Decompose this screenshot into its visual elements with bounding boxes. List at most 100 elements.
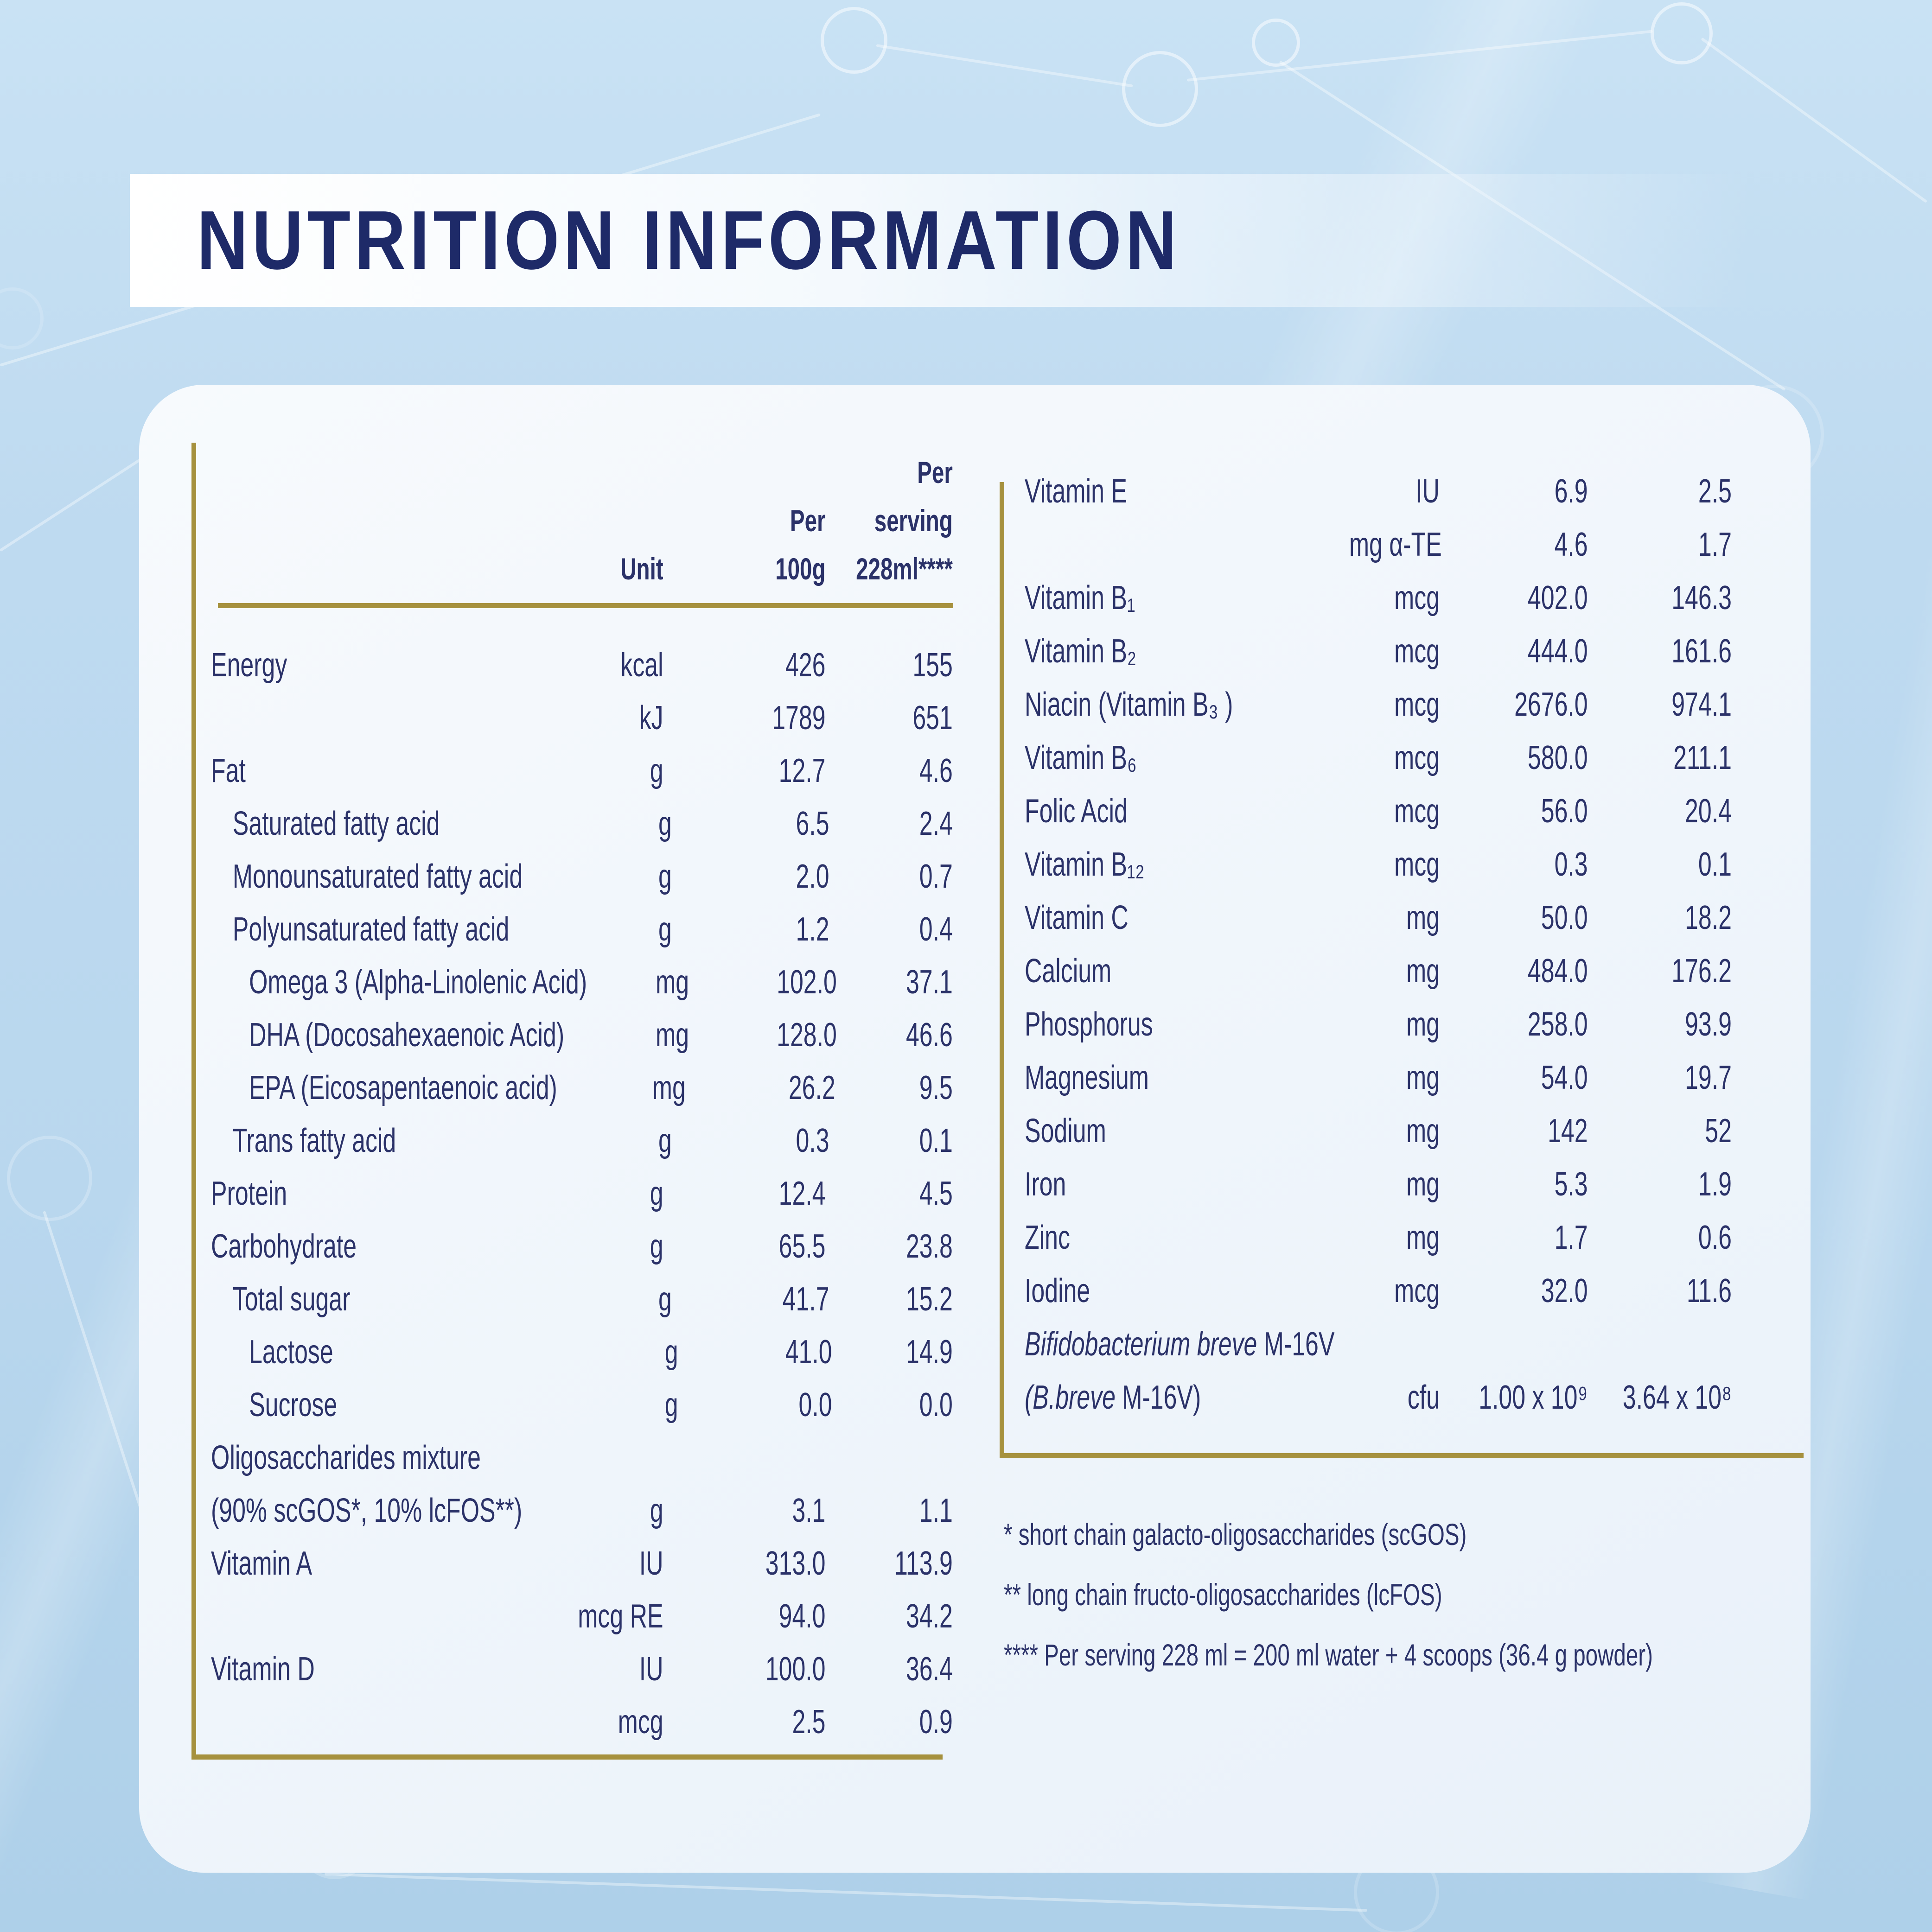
row-value-per-serving: 0.7 [919,858,953,895]
row-value-per-100g: 2676.0 [1514,686,1588,723]
row-label: Phosphorus [1025,1006,1153,1043]
row-value-per-100g: 313.0 [765,1545,826,1582]
table-row: Vitamin B₆ mcg 580.0 211.1 [1025,731,1732,785]
row-value-per-serving: 176.2 [1671,953,1732,990]
row-value-per-100g: 142 [1548,1112,1588,1150]
table-row: Trans fatty acid g 0.3 0.1 [211,1114,953,1167]
row-label: Energy [211,647,287,684]
table-row: Sodium mg 142 52 [1025,1105,1732,1158]
row-label: Omega 3 (Alpha-Linolenic Acid) [249,964,587,1001]
row-label: EPA (Eicosapentaenoic acid) [249,1069,557,1106]
table-row: Zinc mg 1.7 0.6 [1025,1211,1732,1265]
row-value-per-100g: 94.0 [778,1598,826,1635]
row-value-per-100g [1440,1318,1588,1371]
table-row: Vitamin E IU 6.9 2.5 [1025,465,1732,518]
row-value-per-100g: 65.5 [778,1228,826,1265]
table-row: Omega 3 (Alpha-Linolenic Acid) mg 102.0 37.… [211,956,953,1009]
table-row: Vitamin D IU 100.0 36.4 [211,1643,953,1696]
footnote-scgos: * short chain galacto-oligosaccharides (… [1004,1517,1467,1551]
row-label: Lactose [249,1334,333,1371]
row-label: Zinc [1025,1219,1070,1256]
footnotes: * short chain galacto-oligosaccharides (… [1004,1504,1653,1685]
table-row: EPA (Eicosapentaenoic acid) mg 26.2 9.5 [211,1061,953,1114]
row-label: (90% scGOS*, 10% lcFOS**) [211,1492,523,1529]
row-unit: g [650,752,663,789]
row-value-per-100g: 0.0 [798,1386,832,1424]
table-row: Magnesium mg 54.0 19.7 [1025,1051,1732,1105]
row-value-per-serving: 34.2 [905,1598,953,1635]
table-row: Protein g 12.4 4.5 [211,1167,953,1220]
footnote-per-serving: **** Per serving 228 ml = 200 ml water +… [1004,1638,1653,1672]
row-label: Magnesium [1025,1059,1149,1096]
row-value-per-serving: 36.4 [905,1651,953,1688]
table-row: mcg RE 94.0 34.2 [211,1590,953,1643]
row-unit: mg [656,1017,689,1054]
table-row: DHA (Docosahexaenoic Acid) mg 128.0 46.6 [211,1009,953,1061]
row-value-per-serving: 52 [1705,1112,1732,1150]
row-label: Niacin (Vitamin B₃ ) [1025,686,1233,723]
row-value-per-100g: 2.0 [796,858,829,895]
row-value-per-serving: 2.5 [1698,473,1732,510]
row-label-italic: Bifidobacterium breve [1025,1326,1257,1363]
row-value-per-100g: 1.00 x 10⁹ [1479,1379,1588,1416]
row-value-per-100g: 1.7 [1554,1219,1588,1256]
table-row: Energy kcal 426 155 [211,639,953,692]
row-label [211,1590,524,1643]
row-unit: mg [652,1069,686,1106]
table-row: mcg 2.5 0.9 [211,1696,953,1748]
gold-divider-left-bottom [191,1754,943,1760]
row-value-per-serving: 0.6 [1698,1219,1732,1256]
row-unit: IU [639,1545,663,1582]
gold-divider-header [218,603,953,608]
table-row: Monounsaturated fatty acid g 2.0 0.7 [211,850,953,903]
row-value-per-100g: 6.9 [1554,473,1588,510]
row-value-per-100g: 41.0 [785,1334,832,1371]
column-header-per-100g: Per 100g [663,496,826,599]
row-value-per-serving: 1.1 [919,1492,953,1529]
row-unit: g [658,1281,672,1318]
row-value-per-100g: 56.0 [1541,793,1588,830]
row-label: Vitamin B₆ [1025,739,1137,776]
table-row: Sucrose g 0.0 0.0 [211,1379,953,1431]
row-value-per-serving: 146.3 [1671,579,1732,616]
table-row: Lactose g 41.0 14.9 [211,1326,953,1379]
row-value-per-serving: 0.0 [919,1386,953,1424]
row-unit: IU [1416,473,1440,510]
row-unit: mg [1406,1219,1440,1256]
row-value-per-serving: 2.4 [919,805,953,842]
header-per-label: Per [790,503,826,538]
row-value-per-serving: 18.2 [1685,899,1732,936]
row-value-per-100g: 4.6 [1554,526,1588,563]
table-header: Unit Per 100g Per serving 228ml**** [211,453,953,599]
molecule-ring-icon [1122,51,1198,127]
row-value-per-serving: 0.1 [919,1122,953,1159]
network-line [0,451,153,552]
row-unit: mg [1406,1112,1440,1150]
row-unit: mg α-TE [1349,526,1442,563]
row-value-per-100g: 41.7 [782,1281,829,1318]
header-100g-label: 100g [775,552,826,586]
column-header-unit: Unit [524,545,663,599]
table-row: Vitamin B₂ mcg 444.0 161.6 [1025,625,1732,678]
row-unit: mcg [1394,686,1440,723]
row-unit: mcg [1394,846,1440,883]
row-label: DHA (Docosahexaenoic Acid) [249,1017,565,1054]
table-row: mg α-TE 4.6 1.7 [1025,518,1732,572]
row-unit: mcg [1394,1272,1440,1309]
row-unit: mcg [618,1703,663,1741]
row-value-per-100g: 484.0 [1527,953,1588,990]
row-unit: g [658,805,672,842]
row-unit: mg [1406,1059,1440,1096]
row-value-per-serving: 161.6 [1671,633,1732,670]
row-unit [524,1431,663,1484]
row-value-per-serving: 211.1 [1673,739,1732,776]
row-value-per-100g: 26.2 [788,1069,835,1106]
row-value-per-serving: 155 [912,647,953,684]
table-row: Oligosaccharides mixture [211,1431,953,1484]
table-row: Carbohydrate g 65.5 23.8 [211,1220,953,1273]
row-value-per-serving: 1.9 [1698,1166,1732,1203]
row-unit: g [664,1386,678,1424]
nutrition-panel [139,385,1811,1873]
molecule-ring-icon [0,287,44,350]
row-label: Fat [211,752,246,789]
